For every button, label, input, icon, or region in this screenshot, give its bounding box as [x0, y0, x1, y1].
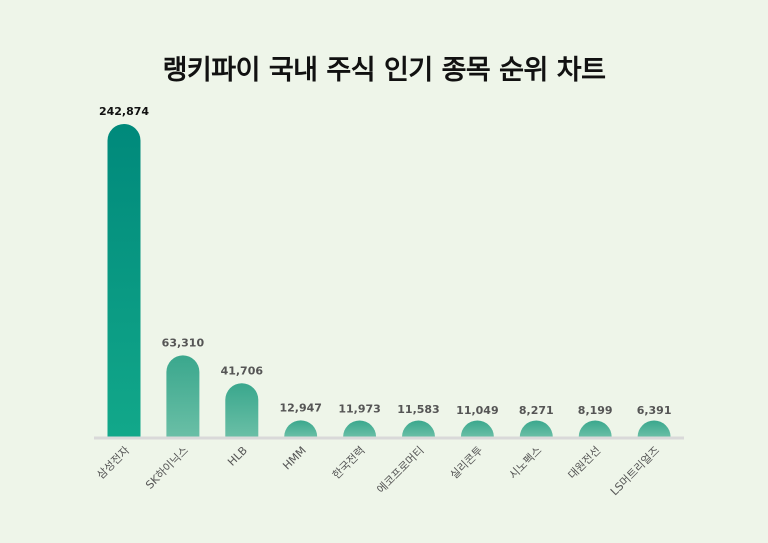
value-label-3: 41,706 [221, 364, 264, 377]
value-label-9: 8,199 [578, 404, 613, 417]
category-label-6: 에코프로머티 [374, 444, 426, 496]
bar-1 [107, 124, 141, 438]
bar-9 [578, 420, 612, 437]
category-label-4: HMM [280, 444, 308, 472]
category-label-1: 삼성전자 [94, 444, 132, 482]
bar-4 [284, 420, 318, 437]
bar-6 [402, 420, 435, 437]
category-label-9: 대원전선 [566, 444, 604, 482]
value-label-10: 6,391 [637, 404, 672, 417]
category-label-2: SK하이닉스 [142, 443, 191, 492]
bar-5 [343, 420, 377, 437]
value-label-4: 12,947 [279, 401, 321, 414]
value-label-1: 242,874 [99, 105, 149, 118]
value-label-6: 11,583 [397, 403, 439, 416]
category-label-10: LS머트리얼즈 [607, 443, 662, 498]
bar-7 [460, 420, 494, 437]
value-label-2: 63,310 [162, 336, 205, 349]
bar-2 [166, 355, 200, 437]
chart-title: 랭키파이 국내 주식 인기 종목 순위 차트 [162, 55, 606, 86]
value-label-7: 11,049 [456, 404, 498, 417]
bar-8 [519, 420, 553, 437]
bar-10 [637, 420, 671, 437]
category-label-8: 시노펙스 [507, 444, 545, 482]
category-label-7: 실리콘투 [448, 444, 486, 482]
bar-3 [225, 383, 259, 437]
category-label-5: 한국전력 [330, 444, 368, 482]
value-label-5: 11,973 [338, 403, 380, 416]
category-label-3: HLB [225, 444, 250, 469]
value-label-8: 8,271 [519, 404, 554, 417]
